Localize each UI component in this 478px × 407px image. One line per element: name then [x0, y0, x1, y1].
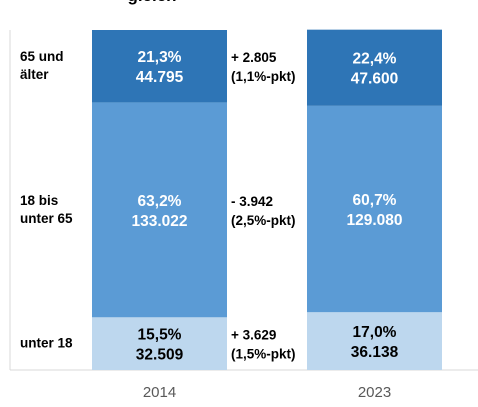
segment-value-label: 129.080: [346, 212, 402, 229]
segment-percent-label: 21,3%: [138, 49, 182, 66]
category-labels: unter 18 18 bis unter 65 65 und älter: [20, 49, 73, 350]
year-label: 2014: [143, 384, 176, 401]
change-annotations: + 2.805 (1,1%-pkt) - 3.942 (2,5%-pkt) + 3.62…: [231, 50, 296, 361]
segment-percent-label: 63,2%: [138, 193, 182, 210]
segment-percent-label: 60,7%: [353, 192, 397, 209]
segment-value-label: 133.022: [131, 213, 187, 230]
bar-segments: [92, 29, 442, 370]
change-absolute-label: - 3.942: [231, 194, 273, 209]
bar-segment: [307, 105, 442, 313]
segment-percent-label: 15,5%: [138, 327, 182, 344]
segment-percent-label: 17,0%: [353, 324, 397, 341]
bar-segment: [307, 29, 442, 106]
change-points-label: (1,5%-pkt): [231, 347, 296, 362]
change-points-label: (2,5%-pkt): [231, 213, 296, 228]
series-name-label: 65 und: [20, 49, 64, 64]
segment-value-label: 44.795: [136, 69, 184, 86]
bar-segment: [92, 102, 227, 318]
series-name-label: unter 65: [20, 211, 73, 226]
series-name-label: älter: [20, 67, 49, 82]
bar-segment: [92, 317, 227, 370]
year-label: 2023: [358, 384, 391, 401]
bar-segment: [307, 312, 442, 370]
segment-percent-label: 22,4%: [353, 51, 397, 68]
segment-data-labels: 15,5% 32.509 63,2% 133.022 21,3% 44.795 17,0% 3…: [131, 49, 402, 363]
change-absolute-label: + 2.805: [231, 50, 277, 65]
series-name-label: 18 bis: [20, 193, 58, 208]
change-points-label: (1,1%-pkt): [231, 69, 296, 84]
segment-value-label: 36.138: [351, 344, 399, 361]
chart-title: gleich: [127, 0, 176, 5]
segment-value-label: 47.600: [351, 71, 398, 88]
change-absolute-label: + 3.629: [231, 328, 276, 343]
bar-segment: [92, 30, 227, 103]
segment-value-label: 32.509: [136, 347, 184, 364]
series-name-label: unter 18: [20, 336, 73, 351]
year-axis-labels: 2014 2023: [143, 384, 391, 401]
